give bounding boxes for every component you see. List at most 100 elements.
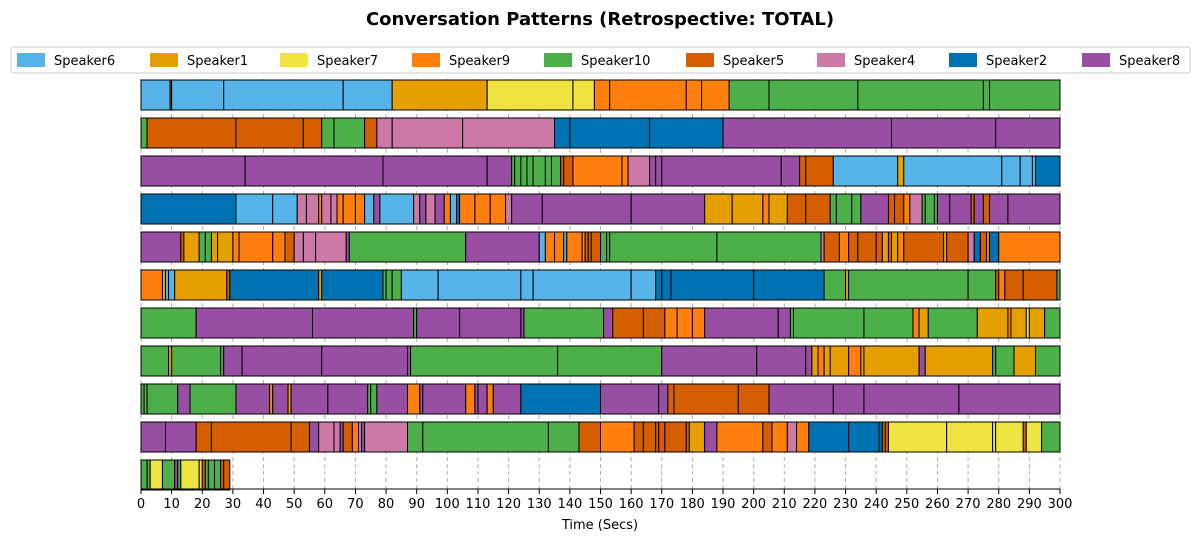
x-tick-label: 250 bbox=[894, 497, 919, 512]
x-tick-label: 50 bbox=[286, 497, 303, 512]
segment-speaker9 bbox=[351, 421, 359, 453]
segment-speaker8 bbox=[477, 383, 488, 415]
segment-speaker10 bbox=[728, 79, 770, 111]
segment-speaker8 bbox=[630, 193, 706, 225]
segment-speaker4 bbox=[330, 193, 338, 225]
segment-speaker6 bbox=[630, 269, 657, 301]
segment-speaker5 bbox=[903, 231, 945, 263]
timeline-row-7 bbox=[140, 307, 1061, 339]
segment-speaker5 bbox=[302, 117, 323, 149]
x-tick-label: 190 bbox=[711, 497, 736, 512]
segment-speaker9 bbox=[566, 231, 583, 263]
segment-speaker8 bbox=[541, 193, 632, 225]
segment-speaker10 bbox=[161, 459, 176, 491]
segment-speaker10 bbox=[140, 459, 148, 491]
x-tick-label: 210 bbox=[772, 497, 797, 512]
legend-label-speaker6: Speaker6 bbox=[54, 54, 115, 69]
segment-speaker5 bbox=[235, 117, 304, 149]
segment-speaker5 bbox=[290, 421, 310, 453]
segment-speaker8 bbox=[235, 383, 271, 415]
segment-speaker5 bbox=[799, 155, 807, 187]
segment-speaker5 bbox=[667, 383, 675, 415]
segment-speaker5 bbox=[642, 307, 666, 339]
segment-speaker10 bbox=[348, 231, 467, 263]
x-tick-label: 30 bbox=[225, 497, 242, 512]
x-tick-label: 140 bbox=[557, 497, 582, 512]
segment-speaker2 bbox=[554, 117, 571, 149]
segment-speaker10 bbox=[989, 79, 1061, 111]
segment-speaker7 bbox=[149, 459, 163, 491]
segment-speaker9 bbox=[903, 193, 911, 225]
segment-speaker5 bbox=[786, 193, 807, 225]
segment-speaker5 bbox=[210, 421, 292, 453]
segment-speaker6 bbox=[223, 79, 344, 111]
segment-speaker10 bbox=[716, 231, 822, 263]
segment-speaker8 bbox=[777, 307, 791, 339]
segment-speaker10 bbox=[995, 345, 1015, 377]
segment-speaker4 bbox=[333, 421, 341, 453]
segment-speaker10 bbox=[848, 269, 969, 301]
x-tick-label: 170 bbox=[649, 497, 674, 512]
segment-speaker1 bbox=[863, 345, 920, 377]
segment-speaker5 bbox=[982, 193, 991, 225]
timeline-row-3 bbox=[140, 155, 1061, 187]
segment-speaker9 bbox=[701, 79, 730, 111]
segment-speaker5 bbox=[195, 421, 212, 453]
segment-speaker8 bbox=[973, 193, 984, 225]
segment-speaker2 bbox=[848, 421, 880, 453]
segment-speaker1 bbox=[811, 345, 819, 377]
segment-speaker8 bbox=[321, 345, 409, 377]
segment-speaker5 bbox=[805, 155, 834, 187]
x-tick-label: 100 bbox=[435, 497, 460, 512]
x-tick-label: 300 bbox=[1048, 497, 1073, 512]
segment-speaker6 bbox=[1001, 155, 1021, 187]
x-tick-label: 130 bbox=[527, 497, 552, 512]
segment-speaker5 bbox=[673, 383, 739, 415]
legend-label-speaker10: Speaker10 bbox=[581, 54, 650, 69]
segment-speaker5 bbox=[578, 421, 601, 453]
segment-speaker9 bbox=[486, 383, 494, 415]
segment-speaker5 bbox=[590, 231, 601, 263]
segment-speaker8 bbox=[459, 307, 522, 339]
segment-speaker4 bbox=[296, 193, 307, 225]
x-tick-label: 0 bbox=[137, 497, 145, 512]
segment-speaker5 bbox=[563, 155, 574, 187]
x-tick-label: 70 bbox=[347, 497, 364, 512]
segment-speaker2 bbox=[808, 421, 850, 453]
x-tick-label: 280 bbox=[986, 497, 1011, 512]
segment-speaker8 bbox=[486, 155, 513, 187]
segment-speaker10 bbox=[557, 345, 663, 377]
segment-speaker9 bbox=[140, 269, 163, 301]
segment-speaker10 bbox=[204, 231, 212, 263]
segment-speaker9 bbox=[796, 421, 810, 453]
segment-speaker1 bbox=[174, 269, 228, 301]
x-tick-label: 160 bbox=[619, 497, 644, 512]
segment-speaker1 bbox=[829, 345, 850, 377]
segment-speaker1 bbox=[897, 155, 905, 187]
segment-speaker9 bbox=[771, 421, 788, 453]
segment-speaker6 bbox=[272, 193, 298, 225]
segment-speaker5 bbox=[1004, 269, 1024, 301]
segment-speaker8 bbox=[1007, 193, 1061, 225]
segment-speaker10 bbox=[370, 383, 378, 415]
segment-speaker2 bbox=[1034, 155, 1061, 187]
segment-speaker6 bbox=[1019, 155, 1033, 187]
segment-speaker9 bbox=[676, 307, 693, 339]
segment-speaker6 bbox=[379, 193, 415, 225]
segment-speaker8 bbox=[704, 421, 718, 453]
segment-speaker9 bbox=[600, 421, 635, 453]
segment-speaker6 bbox=[140, 79, 171, 111]
segment-speaker9 bbox=[554, 231, 565, 263]
legend-label-speaker7: Speaker7 bbox=[317, 54, 378, 69]
segment-speaker9 bbox=[342, 193, 356, 225]
segment-speaker10 bbox=[609, 231, 718, 263]
segment-speaker4 bbox=[293, 231, 304, 263]
segment-speaker9 bbox=[593, 79, 611, 111]
segment-speaker8 bbox=[312, 307, 415, 339]
segment-speaker2 bbox=[321, 269, 384, 301]
segment-speaker10 bbox=[1056, 269, 1061, 301]
segment-speaker4 bbox=[318, 421, 335, 453]
segment-speaker8 bbox=[600, 383, 660, 415]
legend-label-speaker5: Speaker5 bbox=[723, 54, 784, 69]
x-tick-label: 200 bbox=[741, 497, 766, 512]
